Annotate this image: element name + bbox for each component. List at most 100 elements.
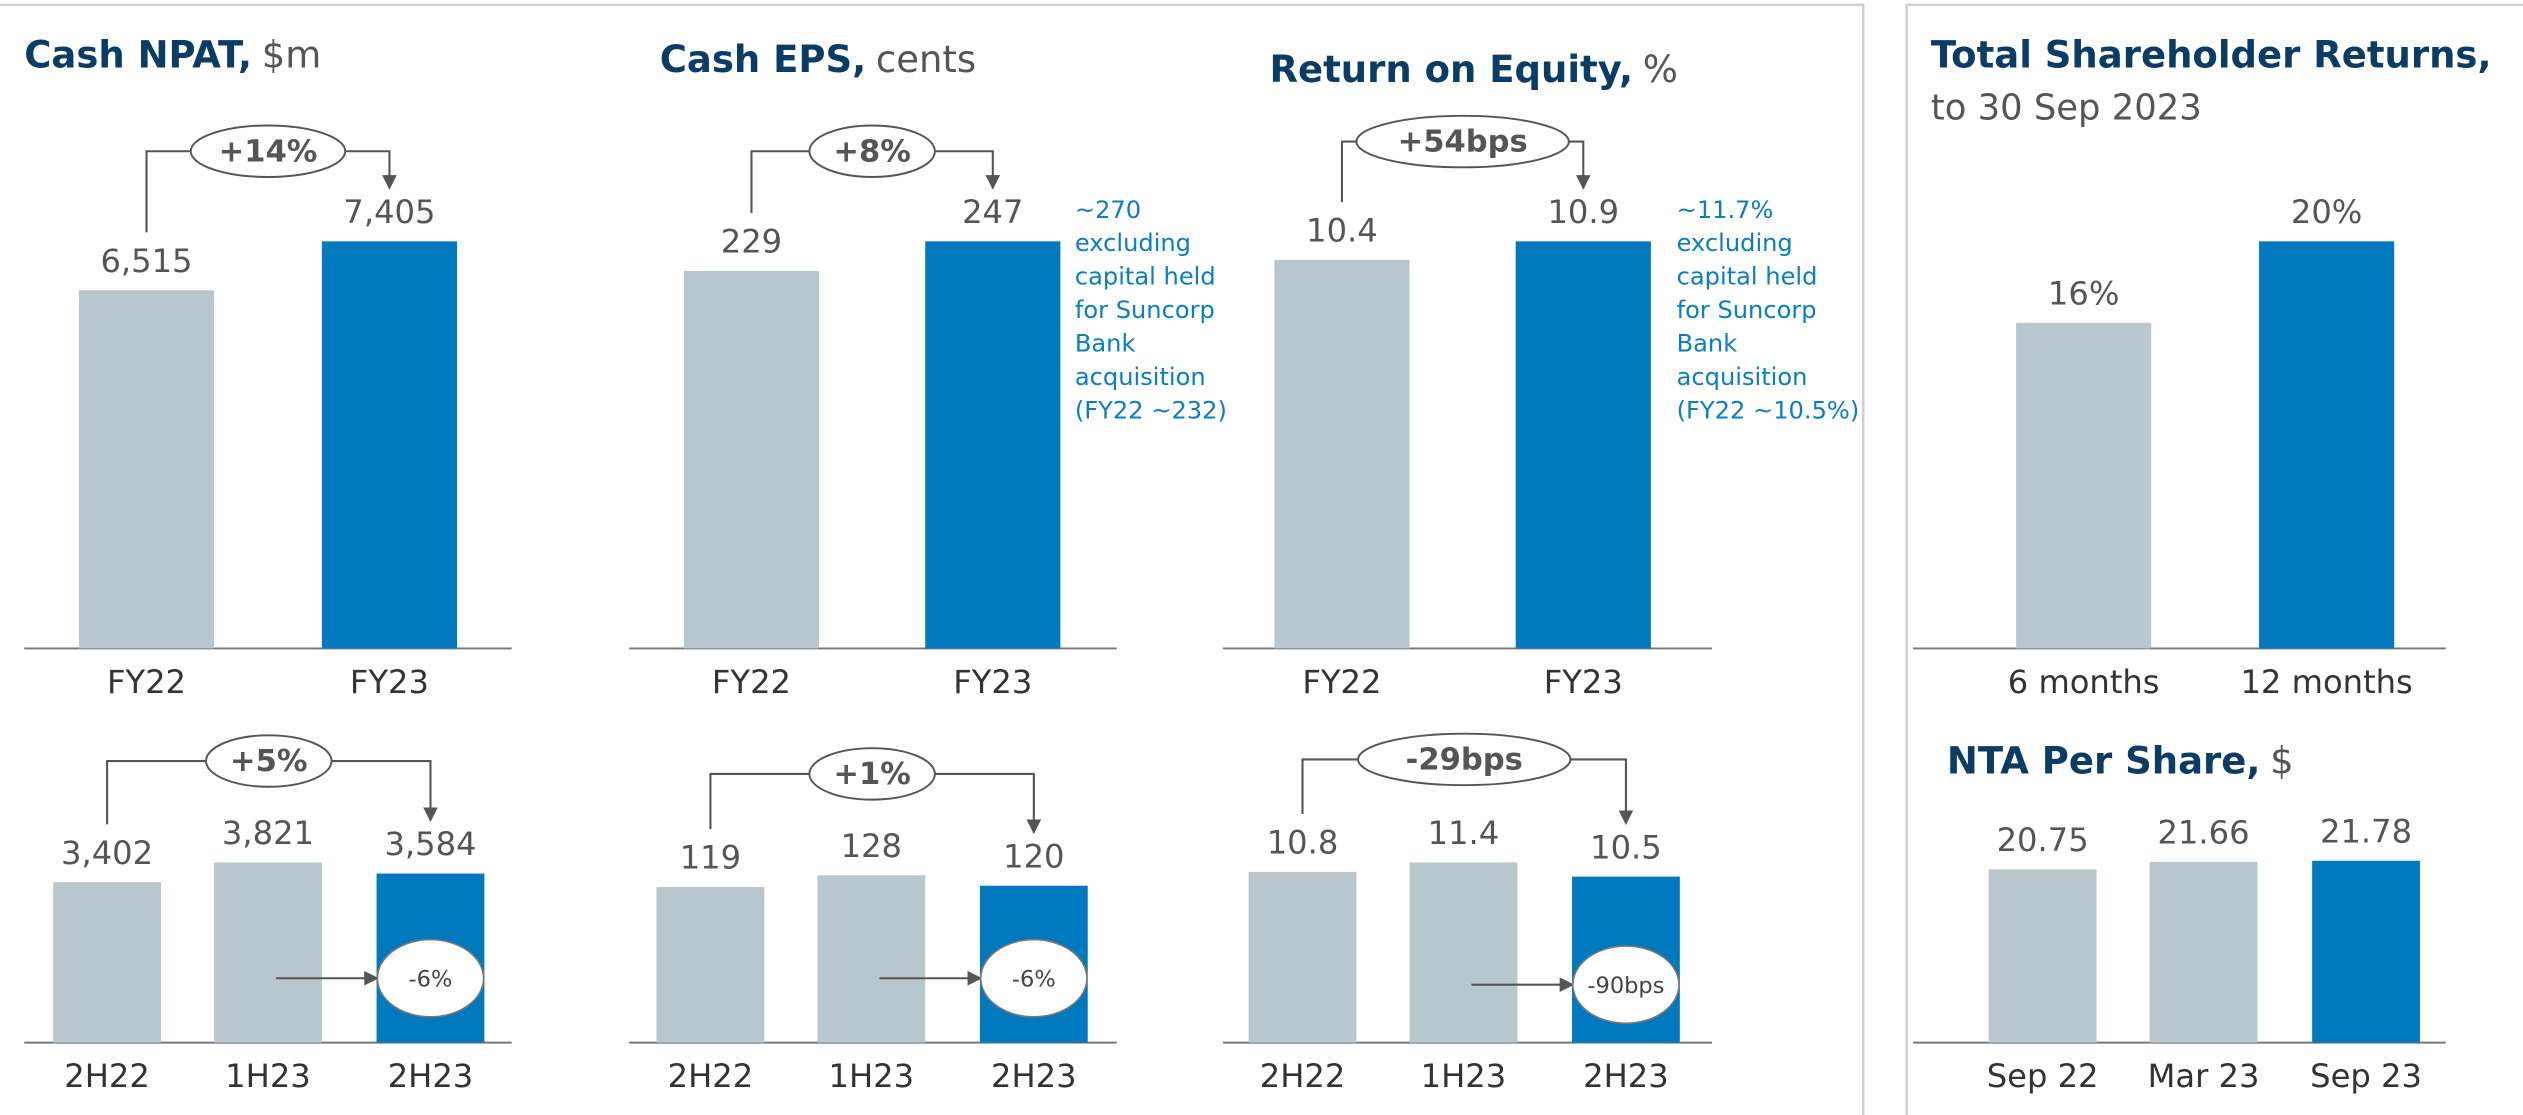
change-label: +1% — [833, 757, 910, 792]
chart: 119 2H22 128 1H23 120 2H23 +1% -6% — [629, 747, 1117, 1095]
value-label: 120 — [1003, 837, 1064, 875]
note-line: for Suncorp — [1677, 296, 1817, 324]
change-label: +8% — [833, 134, 910, 169]
title-text: Cash NPAT, — [24, 33, 252, 76]
x-tick-label: Sep 22 — [1987, 1057, 2099, 1095]
value-label: 11.4 — [1428, 814, 1500, 852]
bar — [925, 241, 1061, 649]
title-unit: cents — [876, 38, 976, 81]
bar — [78, 290, 215, 649]
chart-title: Return on Equity,% — [1270, 47, 1678, 90]
bar — [214, 862, 322, 1043]
bar — [1274, 260, 1410, 649]
change-label: +5% — [230, 744, 307, 779]
x-tick-label: 2H23 — [991, 1057, 1077, 1095]
change-label: +14% — [219, 134, 318, 169]
note-line: capital held — [1075, 263, 1216, 291]
x-tick-label: FY22 — [1302, 663, 1381, 701]
x-tick-label: 1H23 — [225, 1057, 311, 1095]
chart: 3,402 2H22 3,821 1H23 3,584 2H23 +5% -6% — [24, 734, 512, 1095]
note-line: capital held — [1677, 263, 1818, 291]
chart: 10.8 2H22 11.4 1H23 10.5 2H23 -29bps -90bps — [1222, 732, 1713, 1095]
x-tick-label: 2H23 — [1583, 1057, 1669, 1095]
x-tick-label: FY23 — [1544, 663, 1623, 701]
value-label: 10.9 — [1547, 193, 1619, 231]
chart-subtitle: to 30 Sep 2023 — [1931, 87, 2202, 128]
panel-border — [1905, 3, 2523, 1115]
value-label: 10.4 — [1306, 212, 1378, 250]
bar — [1515, 241, 1651, 649]
bar — [2312, 860, 2420, 1043]
title-unit: $m — [262, 33, 322, 76]
bar — [2016, 322, 2152, 649]
inner-bubble — [979, 938, 1088, 1018]
x-tick-label: FY23 — [350, 663, 429, 701]
value-label: 21.66 — [2158, 813, 2250, 851]
title-text: Total Shareholder Returns, — [1931, 33, 2492, 76]
bar — [656, 887, 765, 1043]
x-tick-label: Sep 23 — [2310, 1057, 2422, 1095]
value-label: 119 — [680, 839, 741, 877]
title-unit: % — [1643, 47, 1678, 90]
bar — [53, 882, 161, 1043]
note-line: excluding — [1677, 229, 1793, 257]
title-text: Return on Equity, — [1270, 47, 1634, 90]
x-tick-label: 2H22 — [1260, 1057, 1346, 1095]
value-label: 16% — [2048, 274, 2119, 312]
value-label: 20.75 — [1997, 821, 2089, 859]
change-bubble — [808, 747, 936, 801]
x-tick-label: 2H22 — [668, 1057, 754, 1095]
inner-label: -6% — [1012, 966, 1056, 992]
x-tick-label: 2H23 — [388, 1057, 474, 1095]
change-bubble — [1355, 114, 1570, 169]
inner-bubble — [376, 938, 485, 1018]
chart: Cash EPS, cents 229 FY22 247 FY23 +8% ~270 exclu… — [629, 38, 1227, 701]
bar — [1988, 869, 2097, 1043]
panel-border — [0, 3, 1865, 1115]
bar — [1409, 862, 1518, 1043]
x-tick-label: FY22 — [712, 663, 791, 701]
chart-title: Total Shareholder Returns, — [1931, 33, 2492, 76]
x-tick-label: 1H23 — [829, 1057, 915, 1095]
bar — [2259, 241, 2395, 649]
value-label: 21.78 — [2320, 812, 2412, 850]
chart-title: Cash EPS, cents — [660, 38, 976, 81]
value-label: 10.8 — [1267, 824, 1339, 862]
value-label: 3,402 — [61, 834, 153, 872]
chart: Cash NPAT, $m 6,515 FY22 7,405 FY23 +14% — [24, 33, 512, 701]
x-tick-label: 1H23 — [1421, 1057, 1507, 1095]
chart: Return on Equity, % 10.4 FY22 10.9 FY23 +54bps… — [1222, 47, 1860, 701]
inner-label: -6% — [409, 966, 453, 992]
title-text: NTA Per Share, — [1947, 739, 2261, 782]
value-label: 20% — [2291, 193, 2362, 231]
note-line: (FY22 ~232) — [1075, 397, 1227, 425]
inner-label: -90bps — [1587, 973, 1664, 999]
change-bubble — [189, 124, 347, 178]
value-label: 10.5 — [1590, 828, 1662, 866]
value-label: 247 — [962, 193, 1023, 231]
inner-bubble — [1572, 945, 1680, 1025]
x-tick-label: 6 months — [2008, 663, 2160, 701]
title-text: Cash EPS, — [660, 38, 866, 81]
note-line: (FY22 ~10.5%) — [1677, 397, 1860, 425]
note-line: acquisition — [1677, 363, 1808, 391]
value-label: 3,821 — [222, 814, 314, 852]
x-tick-label: FY23 — [953, 663, 1032, 701]
value-label: 3,584 — [384, 825, 476, 863]
note-line: ~270 — [1075, 196, 1141, 224]
x-tick-label: 2H22 — [64, 1057, 150, 1095]
note-line: for Suncorp — [1075, 296, 1215, 324]
change-bubble — [205, 734, 333, 788]
value-label: 128 — [841, 827, 902, 865]
chart-title: NTA Per Share, $ — [1947, 739, 2294, 782]
change-label: +54bps — [1398, 125, 1528, 160]
bar — [321, 241, 458, 649]
change-bubble — [1357, 732, 1572, 787]
note-line: Bank — [1075, 330, 1136, 358]
x-tick-label: FY22 — [107, 663, 186, 701]
note-line: excluding — [1075, 229, 1191, 257]
change-bubble — [808, 124, 936, 178]
change-label: -29bps — [1406, 743, 1523, 778]
